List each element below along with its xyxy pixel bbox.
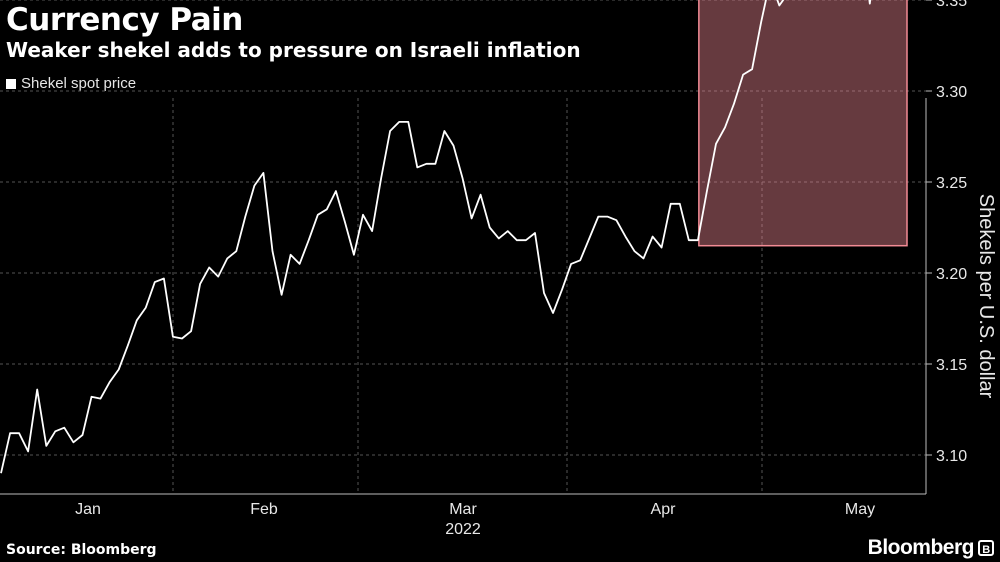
x-tick-label: Feb [250,501,278,518]
legend-label: Shekel spot price [21,75,137,92]
source-note: Source: Bloomberg [6,542,157,558]
y-tick-label: 3.10 [936,448,967,465]
legend: Shekel spot price [6,75,136,92]
chart-subtitle: Weaker shekel adds to pressure on Israel… [6,38,581,62]
chart-title: Currency Pain [6,2,243,38]
y-tick-label: 3.25 [936,175,967,192]
x-tick-label: Apr [651,501,677,518]
highlight-region [698,0,908,247]
bloomberg-logo: Bloomberg B [868,536,994,560]
axes: 3.103.153.203.253.303.353.403.45JanFebMa… [0,0,997,538]
x-tick-label: Jan [75,501,101,518]
x-tick-label: May [845,501,875,518]
legend-swatch [6,78,16,89]
y-tick-label: 3.35 [936,0,967,10]
highlight-box [698,0,908,247]
y-tick-label: 3.30 [936,84,967,101]
y-tick-label: 3.20 [936,266,967,283]
series-layer [0,0,872,474]
bloomberg-mark-icon: B [978,540,994,556]
x-tick-label: Mar [449,501,477,518]
y-tick-label: 3.15 [936,357,967,374]
y-axis-label: Shekels per U.S. dollar [975,194,997,399]
brand-name: Bloomberg [867,536,975,559]
x-axis-label: 2022 [445,521,481,538]
